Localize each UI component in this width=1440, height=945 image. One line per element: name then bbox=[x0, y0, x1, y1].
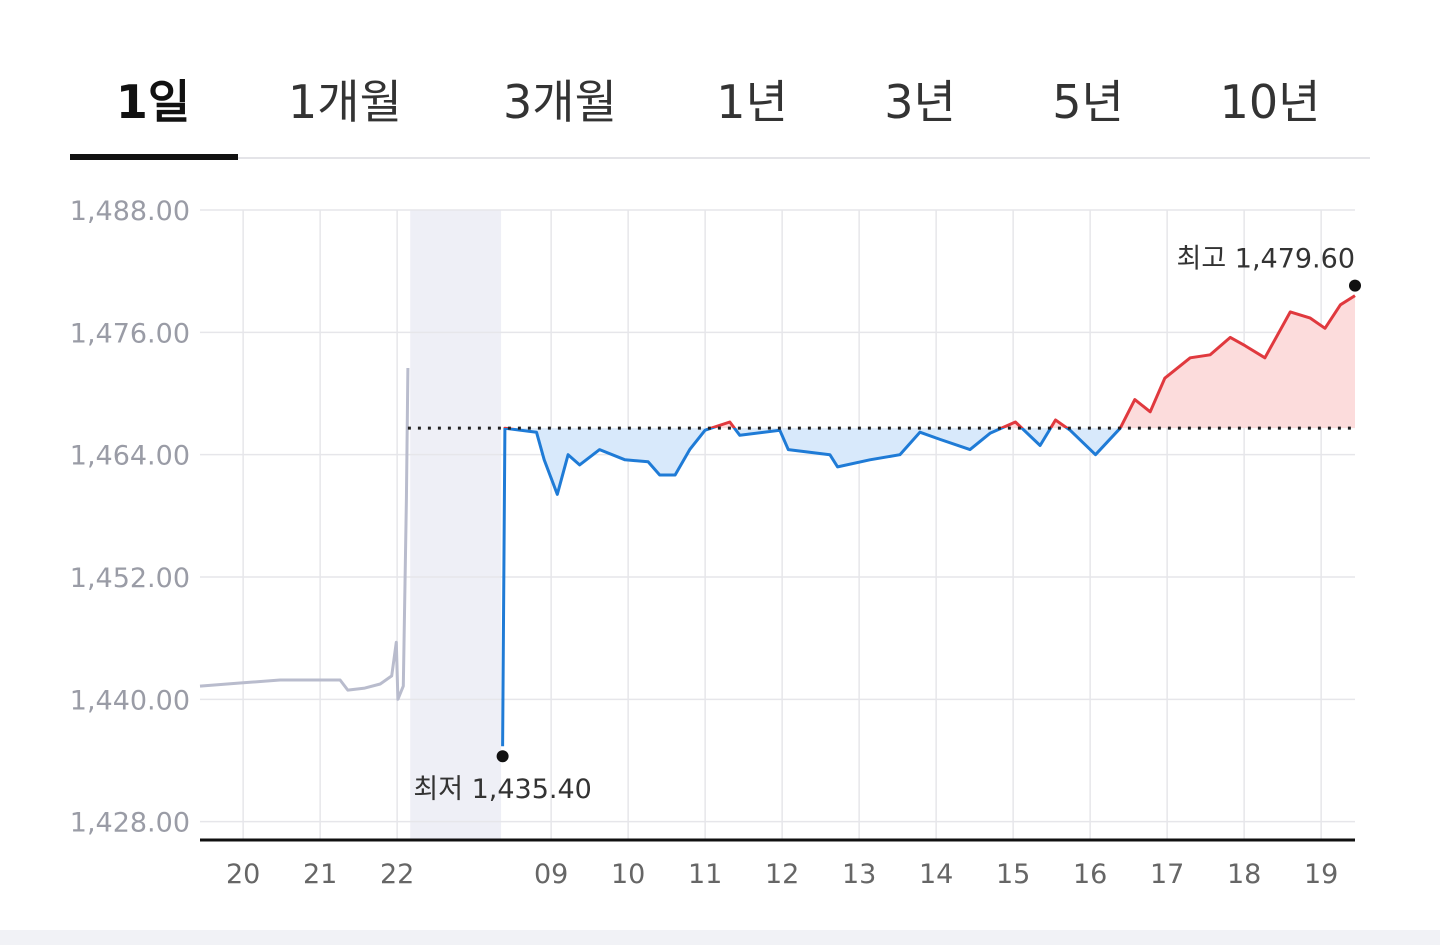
x-tick-label: 16 bbox=[1073, 859, 1107, 890]
annotation: 최저 1,435.40 bbox=[413, 774, 592, 805]
closed-market-band bbox=[410, 210, 502, 840]
tab[interactable]: 10년 bbox=[1220, 75, 1321, 129]
annotation: 최고 1,479.60 bbox=[1177, 244, 1356, 275]
tab[interactable]: 1개월 bbox=[288, 75, 402, 129]
y-tick-label: 1,440.00 bbox=[70, 685, 190, 716]
x-tick-label: 15 bbox=[996, 859, 1030, 890]
x-tick-label: 22 bbox=[380, 859, 414, 890]
footer-band bbox=[0, 930, 1440, 945]
tab[interactable]: 1일 bbox=[116, 75, 190, 129]
extreme-dot bbox=[496, 750, 509, 763]
x-tick-label: 09 bbox=[534, 859, 568, 890]
y-tick-label: 1,488.00 bbox=[70, 196, 190, 227]
tab[interactable]: 1년 bbox=[716, 75, 788, 129]
extreme-dot bbox=[1349, 279, 1361, 292]
tab[interactable]: 5년 bbox=[1052, 75, 1124, 129]
x-tick-label: 14 bbox=[919, 859, 953, 890]
price-line bbox=[501, 294, 1356, 747]
y-tick-label: 1,464.00 bbox=[70, 441, 190, 472]
area bbox=[504, 295, 1355, 495]
y-tick-label: 1,428.00 bbox=[70, 808, 190, 839]
x-tick-label: 18 bbox=[1227, 859, 1261, 890]
x-tick-label: 20 bbox=[226, 859, 260, 890]
x-tick-label: 21 bbox=[303, 859, 337, 890]
y-tick-label: 1,476.00 bbox=[70, 318, 190, 349]
x-tick-label: 11 bbox=[688, 859, 722, 890]
y-tick-label: 1,452.00 bbox=[70, 563, 190, 594]
x-tick-label: 12 bbox=[765, 859, 799, 890]
x-tick-label: 13 bbox=[842, 859, 876, 890]
tab[interactable]: 3개월 bbox=[503, 75, 617, 129]
x-tick-label: 17 bbox=[1150, 859, 1184, 890]
x-tick-label: 19 bbox=[1304, 859, 1338, 890]
chart: 1,488.00 1,476.00 1,464.00 1,452.00 1,440.00… bbox=[70, 196, 1361, 890]
previous-day-line bbox=[199, 367, 410, 701]
tab-bar: 1일 1개월 3개월 1년 3년 5년 10년 bbox=[70, 75, 1320, 160]
tab-indicator bbox=[70, 154, 238, 160]
tab[interactable]: 3년 bbox=[884, 75, 956, 129]
x-tick-label: 10 bbox=[611, 859, 645, 890]
